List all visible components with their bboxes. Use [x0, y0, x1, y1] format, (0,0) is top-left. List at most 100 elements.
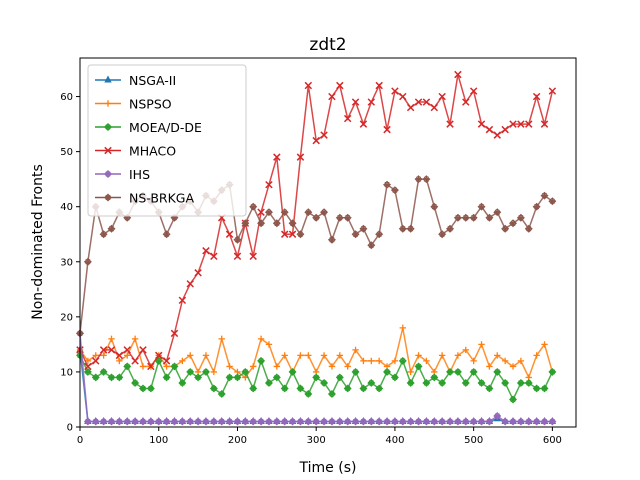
data-point-ns-brkga	[548, 197, 557, 206]
data-point-moea-d-de	[83, 367, 92, 376]
x-tick-label: 200	[228, 435, 247, 446]
data-point-mhaco	[99, 346, 108, 354]
data-point-ihs	[91, 417, 100, 426]
chart-title: zdt2	[309, 35, 346, 55]
legend-label-ns-brkga: NS-BRKGA	[129, 191, 194, 206]
data-point-mhaco	[162, 357, 171, 365]
data-point-moea-d-de	[343, 384, 352, 393]
data-point-ihs	[398, 417, 407, 426]
legend-label-nspso: NSPSO	[129, 97, 172, 112]
data-point-ns-brkga	[540, 191, 549, 200]
data-point-nspso	[218, 335, 225, 343]
data-point-ihs	[390, 417, 399, 426]
data-point-moea-d-de	[540, 384, 549, 393]
y-tick-label: 50	[60, 147, 73, 158]
data-point-mhaco	[351, 98, 360, 106]
x-tick-label: 0	[77, 435, 83, 446]
data-point-nspso	[100, 352, 107, 359]
data-point-nspso	[375, 357, 383, 365]
data-point-moea-d-de	[280, 384, 289, 393]
legend-marker-ns-brkga	[104, 193, 112, 202]
data-point-ihs	[264, 417, 273, 426]
data-point-mhaco	[233, 252, 242, 260]
legend: NSGA-II NSPSO MOEA/D-DE MHACO IHS NS-BRKGA	[87, 64, 247, 217]
data-point-mhaco	[194, 269, 202, 277]
x-tick-label: 500	[464, 435, 483, 446]
data-point-nspso	[438, 352, 446, 359]
data-point-nspso	[407, 368, 414, 376]
data-point-ihs	[493, 412, 502, 420]
data-point-mhaco	[391, 87, 399, 95]
legend-marker-nspso	[104, 100, 112, 107]
data-point-mhaco	[509, 120, 517, 128]
data-point-ihs	[406, 417, 415, 426]
data-point-ns-brkga	[280, 208, 289, 217]
data-point-ns-brkga	[343, 213, 352, 222]
data-point-ns-brkga	[477, 202, 486, 211]
data-point-ihs	[131, 417, 140, 426]
data-point-ns-brkga	[453, 213, 462, 222]
data-point-ihs	[115, 417, 124, 426]
data-point-moea-d-de	[532, 384, 541, 393]
data-point-ihs	[194, 417, 203, 426]
data-point-mhaco	[280, 230, 289, 238]
data-point-ns-brkga	[312, 213, 321, 222]
data-point-moea-d-de	[351, 367, 360, 376]
data-point-mhaco	[430, 103, 439, 112]
data-point-mhaco	[304, 81, 313, 90]
data-point-ihs	[257, 417, 266, 426]
data-point-ihs	[139, 417, 147, 426]
data-point-ns-brkga	[99, 230, 108, 239]
data-point-ihs	[217, 417, 226, 426]
data-point-mhaco	[147, 362, 155, 371]
data-point-ihs	[249, 417, 258, 426]
data-point-ns-brkga	[461, 213, 470, 222]
data-point-ns-brkga	[367, 241, 376, 250]
data-point-ihs	[233, 417, 242, 426]
axes-frame	[79, 57, 577, 428]
data-point-ns-brkga	[296, 230, 305, 239]
data-point-ihs	[446, 417, 455, 426]
data-point-ns-brkga	[320, 208, 329, 217]
data-point-nspso	[533, 352, 540, 359]
data-point-moea-d-de	[493, 367, 502, 376]
data-point-mhaco	[139, 346, 147, 354]
x-axis-label: Time (s)	[299, 460, 357, 476]
data-point-moea-d-de	[516, 378, 525, 387]
data-point-ns-brkga	[501, 224, 510, 233]
data-point-moea-d-de	[375, 384, 384, 393]
data-point-mhaco	[422, 98, 431, 106]
data-point-ihs	[414, 417, 423, 426]
data-point-ihs	[501, 417, 510, 426]
data-point-mhaco	[249, 252, 257, 260]
data-point-nspso	[501, 357, 509, 365]
y-tick-label: 40	[60, 202, 73, 213]
data-point-mhaco	[186, 280, 194, 288]
data-point-moea-d-de	[304, 389, 313, 398]
data-point-nspso	[265, 341, 273, 348]
legend-label-ihs: IHS	[129, 167, 150, 182]
data-point-ihs	[383, 417, 392, 426]
data-point-ihs	[146, 417, 155, 426]
data-point-ns-brkga	[532, 202, 541, 211]
data-point-mhaco	[367, 98, 376, 106]
data-point-ihs	[178, 417, 187, 426]
data-point-ihs	[327, 417, 336, 426]
data-point-nspso	[352, 346, 359, 354]
data-point-ihs	[359, 417, 368, 426]
x-tick-label: 400	[385, 435, 404, 446]
data-point-mhaco	[84, 362, 92, 371]
data-point-moea-d-de	[131, 378, 140, 387]
data-point-moea-d-de	[225, 373, 234, 382]
legend-label-nsga-ii: NSGA-II	[129, 73, 176, 88]
data-point-moea-d-de	[383, 367, 392, 376]
data-point-ihs	[335, 417, 344, 426]
data-point-moea-d-de	[359, 384, 368, 393]
data-point-moea-d-de	[178, 378, 187, 387]
data-point-moea-d-de	[461, 378, 470, 387]
data-point-moea-d-de	[296, 384, 305, 393]
y-tick-label: 60	[60, 92, 73, 103]
data-point-mhaco	[462, 98, 470, 106]
data-point-moea-d-de	[390, 373, 399, 382]
data-point-moea-d-de	[288, 367, 297, 376]
